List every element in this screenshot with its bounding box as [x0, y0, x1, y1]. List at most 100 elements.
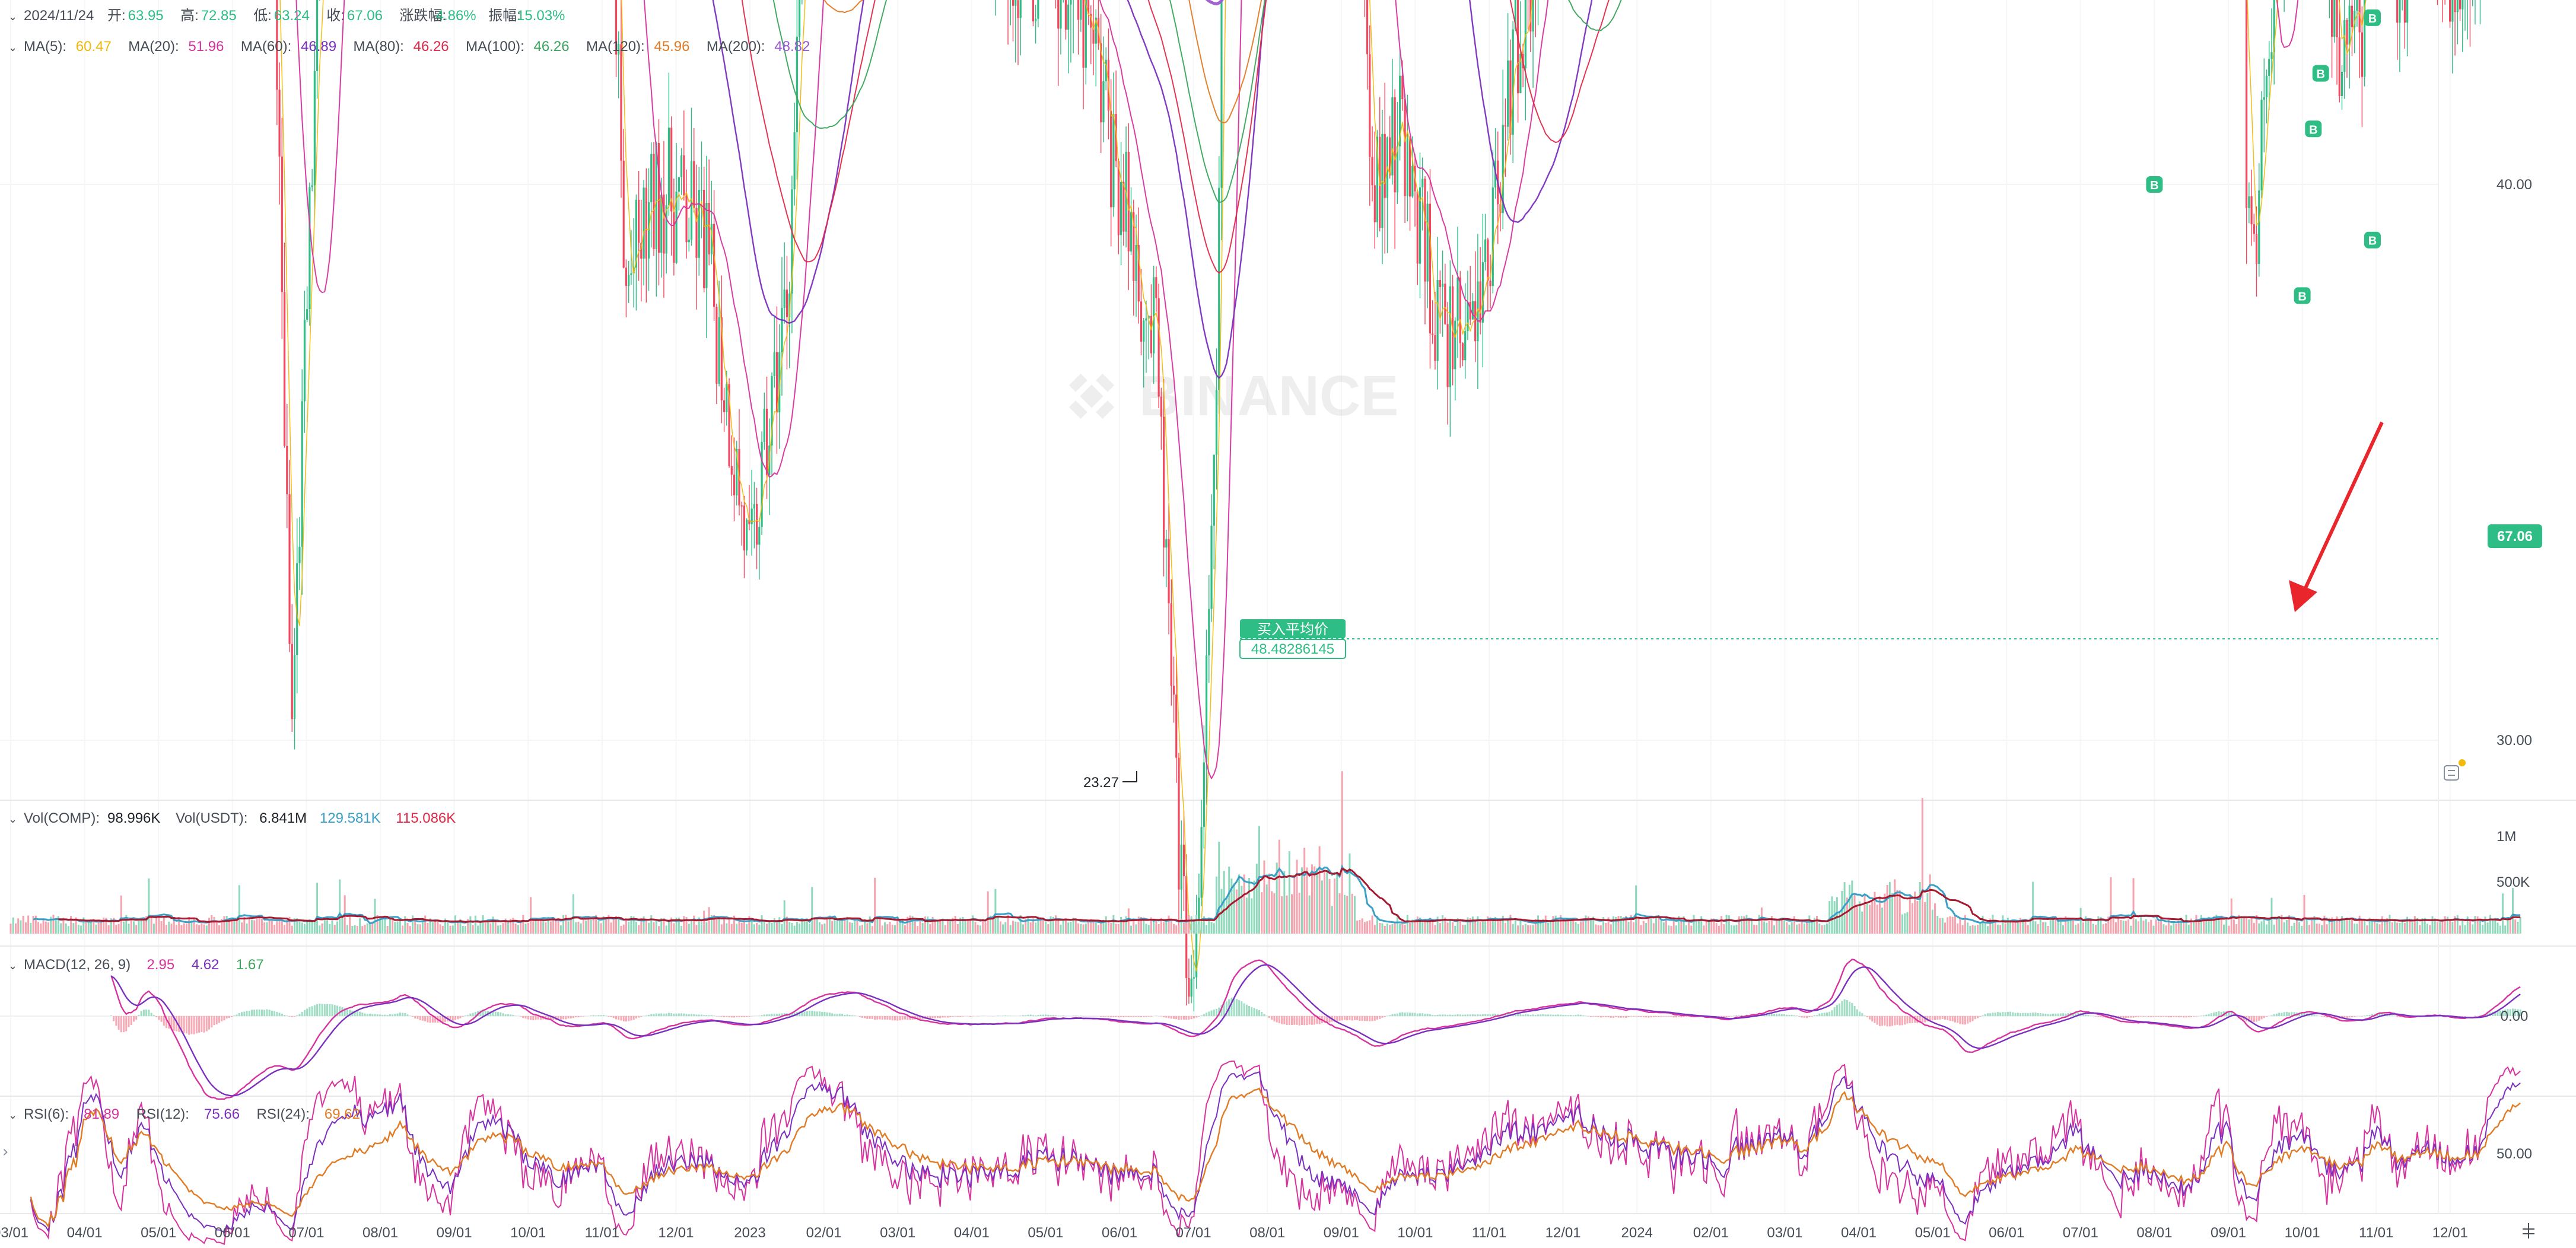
candle-body [1210, 526, 1213, 609]
volume-bar [2273, 924, 2275, 934]
volume-bar [2504, 925, 2507, 934]
volume-bar [919, 921, 921, 934]
macd-histogram-bar [866, 1016, 869, 1019]
macd-histogram-bar [828, 1013, 831, 1016]
volume-bar [2393, 919, 2396, 934]
macd-histogram-bar [1680, 1016, 1683, 1018]
buy-marker[interactable]: B [2364, 9, 2381, 26]
macd-histogram-bar [881, 1016, 883, 1020]
volume-bar [1592, 916, 1595, 934]
volume-bar [811, 887, 813, 934]
volume-bar [1926, 893, 1929, 934]
macd-histogram-bar [740, 1016, 743, 1017]
volume-bar [323, 917, 326, 934]
volume-bar [155, 917, 158, 934]
legend-label: MA(100): [466, 39, 524, 55]
volume-bar [1758, 915, 1760, 934]
collapse-caret-icon[interactable]: ⌄ [8, 11, 17, 23]
macd-histogram-bar [1564, 1015, 1567, 1016]
macd-histogram-bar [243, 1011, 246, 1016]
volume-bar [921, 922, 924, 934]
candle-body [625, 268, 628, 286]
collapse-caret-icon[interactable]: ⌄ [8, 960, 17, 972]
macd-histogram-bar [2037, 1013, 2039, 1016]
volume-bar [2238, 915, 2240, 934]
macd-histogram-bar [2368, 1015, 2371, 1016]
trade-markers[interactable]: SBBBBBBBBBBBBB [2094, 0, 2421, 304]
volume-bar [75, 917, 77, 934]
macd-histogram-bar [726, 1016, 728, 1017]
macd-histogram-bar [919, 1016, 921, 1020]
macd-histogram-bar [123, 1016, 125, 1032]
collapse-caret-icon[interactable]: ⌄ [8, 813, 17, 826]
macd-histogram-bar [1527, 1014, 1529, 1016]
volume-bar [2331, 917, 2333, 934]
avg-price-tag[interactable]: 买入平均价 48.48286145 [1239, 619, 1346, 659]
macd-histogram-bar [600, 1015, 602, 1016]
volume-bar [1914, 892, 1916, 934]
candle-body [2250, 196, 2253, 225]
macd-histogram-bar [464, 1015, 466, 1016]
macd-histogram-bar [1135, 1016, 1137, 1017]
time-axis-icon[interactable] [2523, 1223, 2534, 1239]
volume-bar [2187, 924, 2190, 934]
time-axis[interactable]: 03/0104/0105/0106/0107/0108/0109/0110/01… [0, 1225, 2468, 1241]
macd-histogram-bar [205, 1016, 208, 1031]
macd-histogram-bar [630, 1016, 632, 1021]
macd-histogram-bar [185, 1016, 187, 1034]
macd-histogram-bar [1396, 1013, 1398, 1016]
buy-marker[interactable]: B [2146, 176, 2163, 193]
macd-histogram-bar [218, 1016, 220, 1023]
price-axis[interactable]: 150.00140.00130.00120.00110.00100.0090.0… [2492, 0, 2536, 1162]
macd-histogram-bar [2100, 1016, 2102, 1017]
macd-histogram-bar [1627, 1016, 1630, 1017]
macd-histogram-bar [1803, 1016, 1805, 1018]
volume-bar [673, 923, 675, 934]
volume-bar [1192, 919, 1195, 934]
volume-bar [1909, 893, 1911, 934]
volume-bar [2409, 918, 2411, 934]
volume-bar [198, 925, 201, 934]
buy-marker[interactable]: B [2305, 120, 2322, 138]
last-price-tag[interactable]: 67.06 [2488, 524, 2542, 548]
volume-bar [1421, 922, 1424, 934]
volume-bar [1233, 883, 1235, 934]
candle-body [710, 224, 713, 254]
candle-body [309, 187, 311, 310]
volume-bar [785, 916, 788, 934]
volume-bar [241, 922, 243, 934]
macd-histogram-bar [1662, 1016, 1665, 1017]
volume-bar [1564, 921, 1567, 934]
macd-histogram-bar [1622, 1016, 1624, 1018]
macd-histogram-bar [771, 1014, 773, 1016]
macd-histogram-bar [891, 1016, 893, 1021]
macd-histogram-bar [524, 1016, 527, 1018]
volume-bar [710, 915, 713, 934]
volume-bar [2157, 921, 2160, 934]
time-tick-label: 02/01 [1693, 1225, 1729, 1241]
volume-bar [2396, 922, 2399, 934]
collapse-caret-icon[interactable]: ⌄ [8, 1109, 17, 1122]
macd-histogram-bar [590, 1015, 592, 1016]
volume-bar [1143, 918, 1145, 934]
macd-histogram-bar [1949, 1016, 1951, 1021]
volume-bar [2213, 916, 2215, 934]
macd-histogram-bar [1859, 1011, 1861, 1016]
volume-bar [984, 922, 987, 934]
collapse-caret-icon[interactable]: ⌄ [8, 42, 17, 54]
macd-histogram-bar [2479, 1015, 2481, 1016]
macd-histogram-bar [1487, 1014, 1489, 1016]
macd-histogram-bar [173, 1016, 175, 1031]
macd-histogram-bar [635, 1016, 637, 1019]
volume-bar [635, 921, 637, 934]
chevron-right-icon[interactable]: › [2, 1143, 8, 1161]
buy-marker[interactable]: B [2364, 231, 2381, 249]
candle-body [1095, 17, 1097, 44]
buy-marker[interactable]: B [2294, 287, 2311, 304]
buy-marker[interactable]: B [2312, 65, 2329, 82]
macd-histogram-bar [1346, 1016, 1349, 1021]
settings-icon[interactable] [2444, 759, 2466, 781]
macd-histogram-bar [145, 1009, 148, 1016]
macd-histogram-bar [1670, 1016, 1672, 1017]
